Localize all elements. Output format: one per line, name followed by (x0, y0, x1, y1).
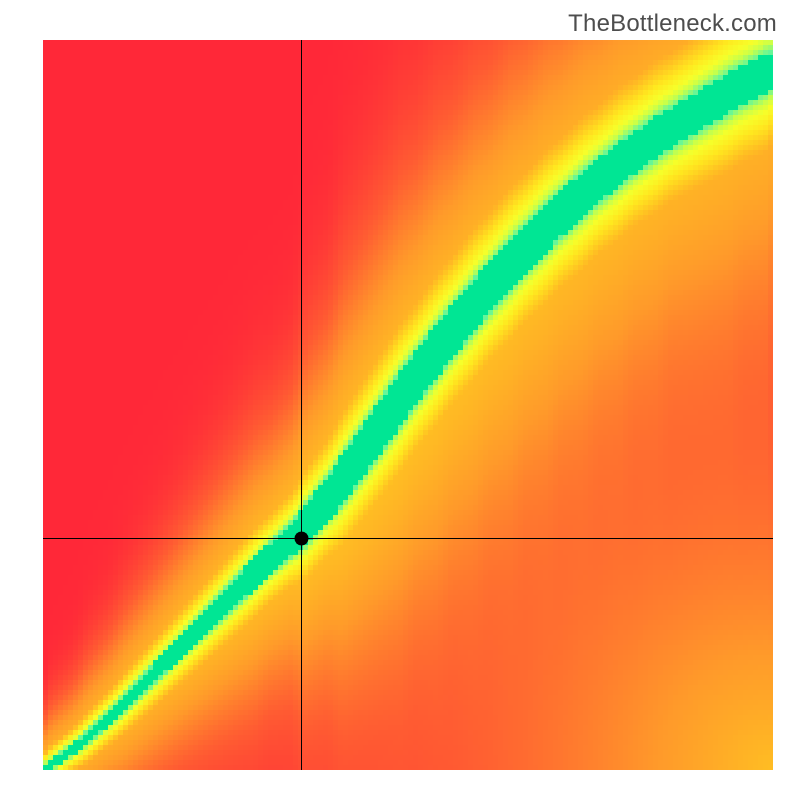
watermark-text: TheBottleneck.com (568, 10, 777, 38)
crosshair-overlay (43, 40, 773, 770)
chart-container: TheBottleneck.com (0, 0, 800, 800)
heatmap-panel (43, 40, 773, 770)
